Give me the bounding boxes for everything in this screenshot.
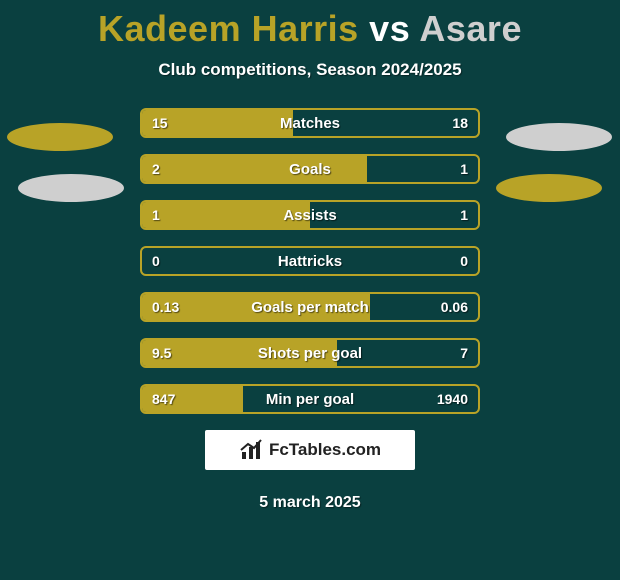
vs-text: vs <box>369 8 410 49</box>
decorative-ellipse <box>18 174 124 202</box>
stat-row: 0.13Goals per match0.06 <box>140 292 480 322</box>
stat-row: 0Hattricks0 <box>140 246 480 276</box>
comparison-title: Kadeem Harris vs Asare <box>0 0 620 50</box>
date-label: 5 march 2025 <box>0 494 620 512</box>
stat-label: Goals <box>142 156 478 182</box>
branding-badge: FcTables.com <box>205 430 415 470</box>
stat-row: 9.5Shots per goal7 <box>140 338 480 368</box>
decorative-ellipse <box>7 123 113 151</box>
stat-value-right: 1 <box>460 202 468 228</box>
stat-label: Matches <box>142 110 478 136</box>
stat-value-right: 18 <box>452 110 468 136</box>
stats-container: 15Matches182Goals11Assists10Hattricks00.… <box>140 108 480 414</box>
stat-label: Shots per goal <box>142 340 478 366</box>
decorative-ellipse <box>506 123 612 151</box>
stat-label: Hattricks <box>142 248 478 274</box>
stat-row: 15Matches18 <box>140 108 480 138</box>
stat-value-right: 0 <box>460 248 468 274</box>
stat-row: 847Min per goal1940 <box>140 384 480 414</box>
stat-label: Goals per match <box>142 294 478 320</box>
chart-icon <box>239 438 263 462</box>
stat-label: Assists <box>142 202 478 228</box>
stat-value-right: 7 <box>460 340 468 366</box>
stat-value-right: 1 <box>460 156 468 182</box>
decorative-ellipse <box>496 174 602 202</box>
player1-name: Kadeem Harris <box>98 8 359 49</box>
branding-text: FcTables.com <box>269 440 381 460</box>
subtitle: Club competitions, Season 2024/2025 <box>0 60 620 80</box>
stat-value-right: 0.06 <box>441 294 468 320</box>
stat-value-right: 1940 <box>437 386 468 412</box>
stat-row: 2Goals1 <box>140 154 480 184</box>
stat-label: Min per goal <box>142 386 478 412</box>
player2-name: Asare <box>419 8 522 49</box>
stat-row: 1Assists1 <box>140 200 480 230</box>
